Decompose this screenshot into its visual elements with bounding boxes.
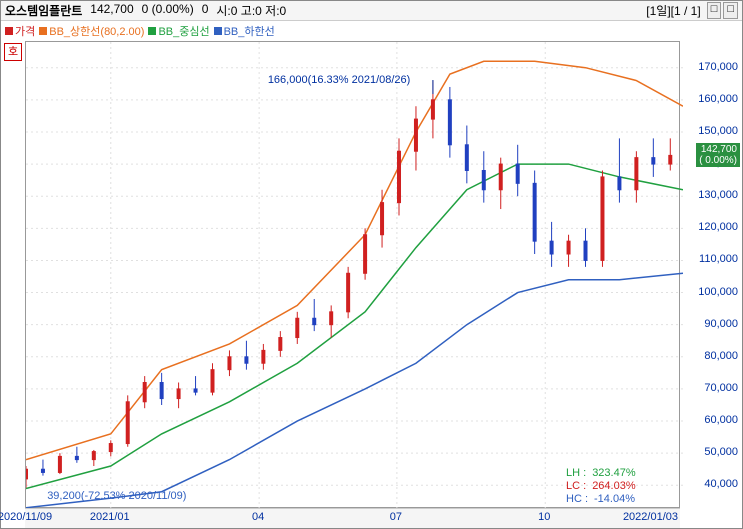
legend-item[interactable]: BB_상한선(80,2.00) — [39, 23, 144, 39]
low-annotation: 39,200(-72.53% 2020/11/09) — [47, 490, 186, 502]
legend-label: BB_하한선 — [224, 23, 275, 39]
y-axis: 40,000 50,000 60,000 70,000 80,000 90,000 100,… — [680, 41, 742, 508]
legend-item[interactable]: BB_중심선 — [148, 23, 209, 39]
y-tick-label: 40,000 — [704, 478, 738, 490]
x-tick-label: 2020/11/09 — [0, 511, 52, 523]
window-button-2[interactable]: □ — [723, 2, 738, 19]
stock-chart-window: 오스템임플란트 142,700 0 (0.00%) 0 시:0 고:0 저:0 … — [0, 0, 743, 529]
x-tick-label: 07 — [390, 511, 402, 523]
x-axis: 2020/11/092021/010407102022/01/03 — [25, 508, 680, 528]
price-change: 0 (0.00%) — [142, 2, 194, 19]
legend-color-box — [5, 27, 13, 35]
y-tick-label: 80,000 — [704, 350, 738, 362]
y-tick-label: 60,000 — [704, 414, 738, 426]
stats-label: LC : — [566, 480, 586, 493]
x-tick-label: 2022/01/03 — [623, 511, 678, 523]
stats-row: HC : -14.04% — [566, 493, 636, 506]
legend-item[interactable]: 가격 — [5, 23, 35, 39]
y-tick-label: 130,000 — [698, 189, 738, 201]
header-bar: 오스템임플란트 142,700 0 (0.00%) 0 시:0 고:0 저:0 … — [1, 1, 742, 21]
stock-name: 오스템임플란트 — [5, 2, 82, 19]
side-panel-button[interactable]: 호 — [4, 43, 22, 61]
stats-box: LH : 323.47% LC : 264.03% HC : -14.04% — [566, 467, 636, 506]
current-price-badge: 142,700( 0.00%) — [696, 143, 740, 167]
legend-label: 가격 — [15, 23, 35, 39]
x-tick-label: 10 — [538, 511, 550, 523]
stats-row: LC : 264.03% — [566, 480, 636, 493]
y-tick-label: 110,000 — [699, 253, 738, 265]
legend-label: BB_상한선(80,2.00) — [49, 23, 144, 39]
y-tick-label: 50,000 — [704, 446, 738, 458]
chart-plot-area[interactable]: 166,000(16.33% 2021/08/26) 39,200(-72.53… — [25, 41, 680, 508]
volume: 0 — [202, 2, 209, 19]
stats-label: HC : — [566, 493, 588, 506]
y-tick-label: 170,000 — [698, 61, 738, 73]
badge-price: 142,700 — [699, 144, 737, 155]
high-annotation: 166,000(16.33% 2021/08/26) — [268, 74, 411, 86]
badge-pct: ( 0.00%) — [699, 155, 737, 166]
stats-value: 323.47% — [592, 467, 635, 480]
y-tick-label: 100,000 — [698, 286, 738, 298]
stats-value: 264.03% — [592, 480, 635, 493]
y-tick-label: 90,000 — [704, 318, 738, 330]
legend-bar: 가격 BB_상한선(80,2.00) BB_중심선 BB_하한선 — [1, 21, 742, 41]
legend-label: BB_중심선 — [158, 23, 209, 39]
y-tick-label: 160,000 — [698, 93, 738, 105]
legend-color-box — [214, 27, 222, 35]
stats-row: LH : 323.47% — [566, 467, 636, 480]
stats-value: -14.04% — [594, 493, 635, 506]
x-tick-label: 2021/01 — [90, 511, 130, 523]
timeframe-label: [1일][1 / 1] — [646, 2, 700, 19]
current-price: 142,700 — [90, 2, 133, 19]
legend-color-box — [39, 27, 47, 35]
x-tick-label: 04 — [252, 511, 264, 523]
stats-label: LH : — [566, 467, 586, 480]
y-tick-label: 120,000 — [698, 221, 738, 233]
chart-svg — [26, 42, 683, 511]
window-button-1[interactable]: □ — [707, 2, 722, 19]
y-tick-label: 150,000 — [698, 125, 738, 137]
ohlc-text: 시:0 고:0 저:0 — [216, 2, 286, 19]
y-tick-label: 70,000 — [704, 382, 738, 394]
legend-color-box — [148, 27, 156, 35]
legend-item[interactable]: BB_하한선 — [214, 23, 275, 39]
